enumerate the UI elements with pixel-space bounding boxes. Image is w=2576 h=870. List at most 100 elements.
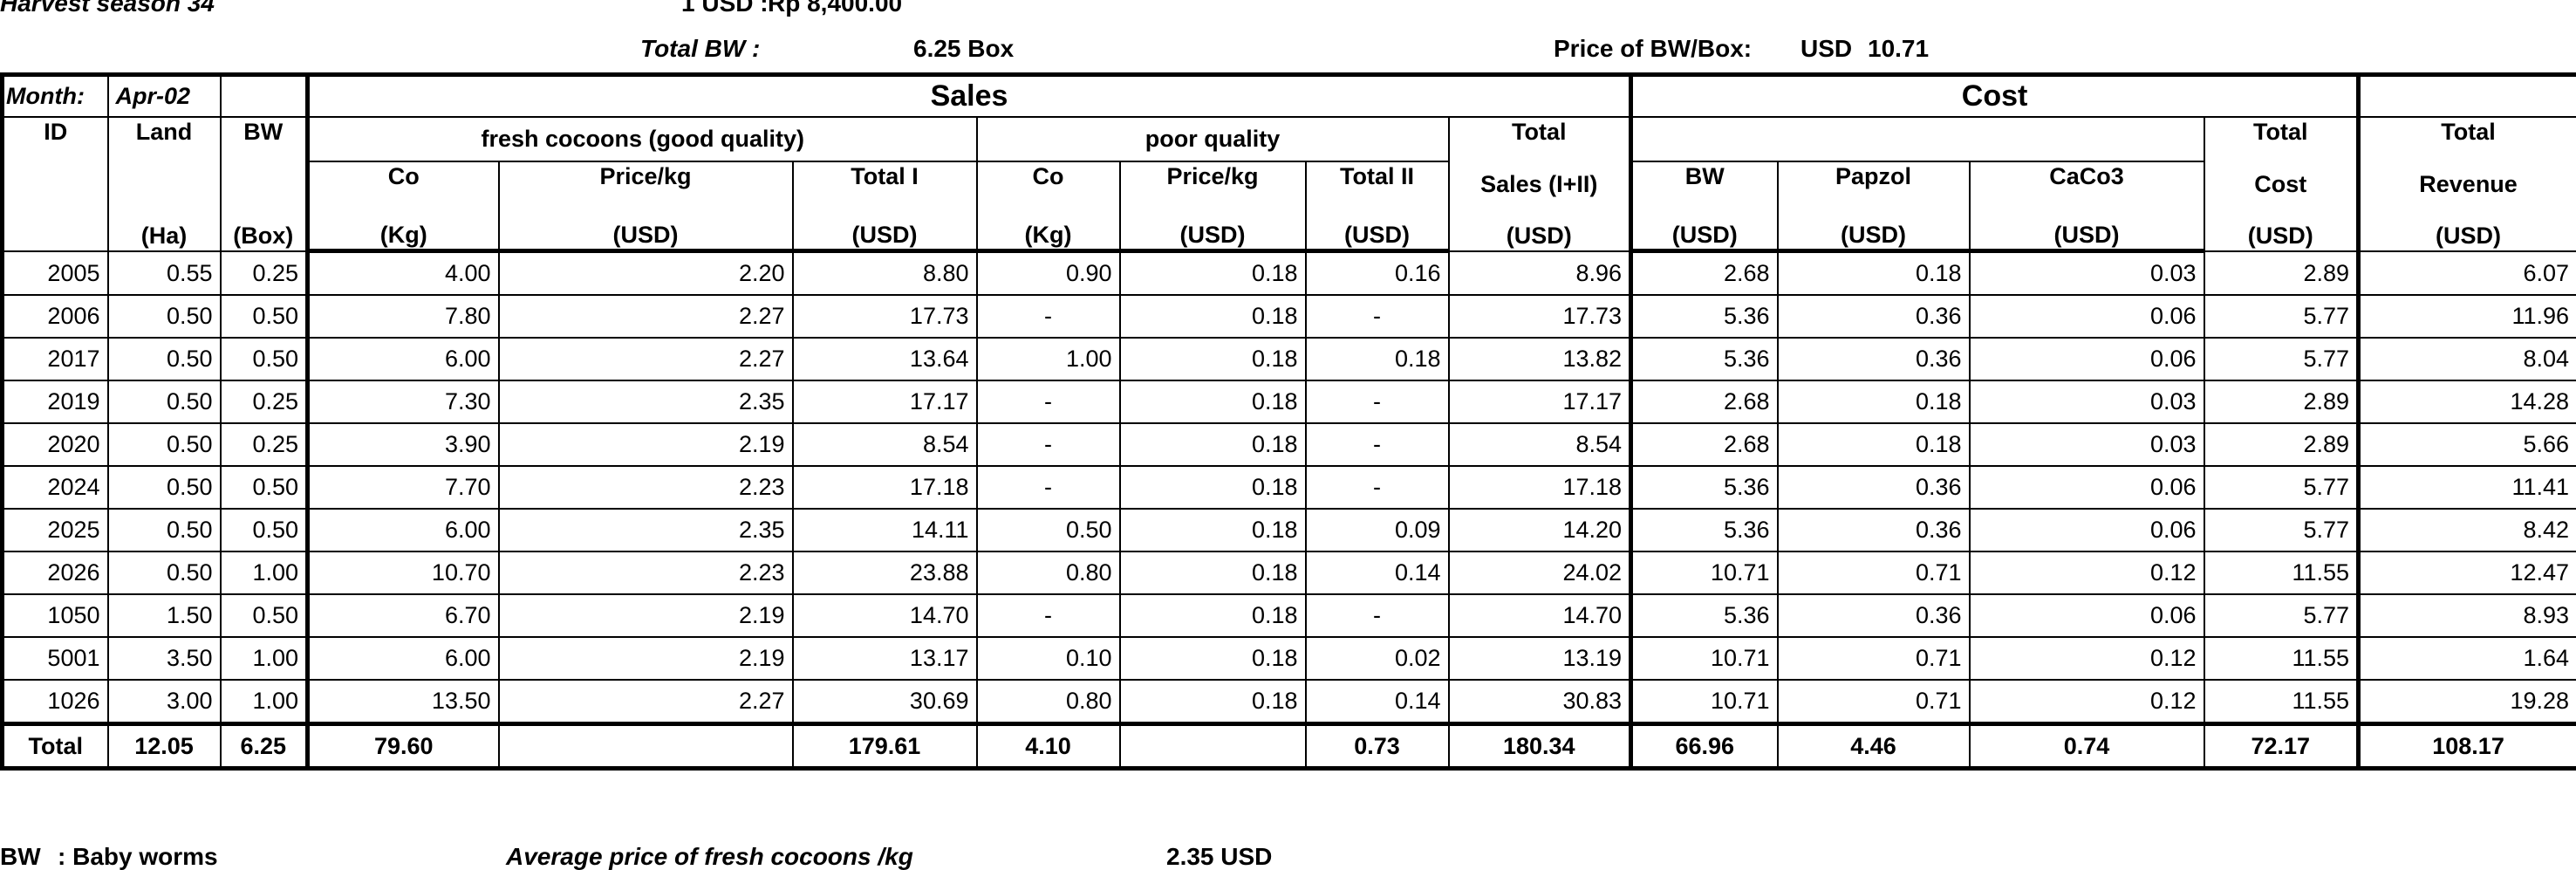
header-line: Revenue [2368, 170, 2569, 198]
cell: 79.60 [308, 724, 499, 769]
cell: 1.00 [221, 551, 308, 594]
cell: 0.18 [1120, 466, 1306, 509]
cell: 0.18 [1120, 338, 1306, 380]
header-line: Papzol [1786, 162, 1962, 190]
cell: 2.35 [499, 509, 793, 551]
cell: 66.96 [1631, 724, 1778, 769]
cell: 0.25 [221, 380, 308, 423]
cell: 0.18 [1120, 551, 1306, 594]
header-line: Price/kg [507, 162, 785, 190]
cell: 7.80 [308, 295, 499, 338]
cell: 6.00 [308, 509, 499, 551]
cell: 8.93 [2359, 594, 2576, 637]
cell: 14.20 [1449, 509, 1631, 551]
header-lines: Co(Kg) [317, 162, 491, 249]
cell: - [977, 380, 1120, 423]
cell: 0.25 [221, 423, 308, 466]
cell: 2025 [3, 509, 108, 551]
cell [499, 724, 793, 769]
column-header: Land(Ha) [108, 117, 221, 251]
cell: 11.55 [2204, 551, 2359, 594]
cell: - [1306, 295, 1449, 338]
cell: 0.50 [108, 338, 221, 380]
cell: 2.68 [1631, 251, 1778, 296]
cell: - [977, 423, 1120, 466]
cell: 0.36 [1778, 338, 1970, 380]
header-lines: Price/kg(USD) [1128, 162, 1298, 249]
exchange-label: 1 USD : [681, 0, 769, 16]
cell: 6.70 [308, 594, 499, 637]
cell: 5.77 [2204, 466, 2359, 509]
cell: 0.10 [977, 637, 1120, 680]
blank [221, 75, 308, 118]
cell: 5.77 [2204, 338, 2359, 380]
cell: 10.71 [1631, 680, 1778, 724]
cell: 2.27 [499, 680, 793, 724]
cell: 0.12 [1970, 551, 2204, 594]
cell: 2.68 [1631, 423, 1778, 466]
header-lines: Co(Kg) [985, 162, 1112, 249]
fresh-group: fresh cocoons (good quality) [308, 117, 977, 161]
sales-group: Sales [308, 75, 1631, 118]
cell: 2020 [3, 423, 108, 466]
cell: 8.42 [2359, 509, 2576, 551]
cell: 0.06 [1970, 466, 2204, 509]
cell: 5.36 [1631, 594, 1778, 637]
cell: - [977, 594, 1120, 637]
cell: 13.82 [1449, 338, 1631, 380]
footer-avg-label: Average price of fresh cocoons /kg [506, 845, 913, 869]
cell: 12.47 [2359, 551, 2576, 594]
month-label: Month: [3, 75, 108, 118]
cell: 0.50 [108, 466, 221, 509]
cell: 10.70 [308, 551, 499, 594]
cell: 0.14 [1306, 551, 1449, 594]
season: Harvest season 34 [0, 0, 215, 16]
cell: 3.90 [308, 423, 499, 466]
cell: 0.09 [1306, 509, 1449, 551]
cell: 0.06 [1970, 338, 2204, 380]
cell: 2006 [3, 295, 108, 338]
header-line: Sales (I+II) [1457, 170, 1623, 198]
cell: 4.10 [977, 724, 1120, 769]
cell: 1026 [3, 680, 108, 724]
header-line: (Box) [229, 222, 299, 250]
cell: 0.18 [1778, 423, 1970, 466]
cell: 2017 [3, 338, 108, 380]
column-header: ID [3, 117, 108, 251]
cell: 0.03 [1970, 423, 2204, 466]
cell: 0.36 [1778, 509, 1970, 551]
cell: 2.27 [499, 295, 793, 338]
cell: 7.70 [308, 466, 499, 509]
cell: 179.61 [793, 724, 977, 769]
header-lines: Papzol(USD) [1786, 162, 1962, 249]
cell: 0.16 [1306, 251, 1449, 296]
exchange-value: Rp 8,400.00 [768, 0, 902, 16]
total-bw-label: Total BW : [640, 37, 760, 61]
cell: 0.55 [108, 251, 221, 296]
cell: 2005 [3, 251, 108, 296]
cell: 0.50 [108, 551, 221, 594]
cell: 0.18 [1306, 338, 1449, 380]
header-line: CaCo3 [1978, 162, 2197, 190]
cell: 3.50 [108, 637, 221, 680]
header-line: (USD) [2368, 222, 2569, 250]
cell: - [1306, 594, 1449, 637]
cell: 0.18 [1120, 509, 1306, 551]
cell: 0.18 [1120, 680, 1306, 724]
cell: 5.36 [1631, 509, 1778, 551]
cell: 0.50 [108, 380, 221, 423]
cell: 8.54 [793, 423, 977, 466]
cell: 2.68 [1631, 380, 1778, 423]
header-row: Co(Kg)Price/kg(USD)Total I(USD)Co(Kg)Pri… [3, 161, 2576, 251]
cell: 2.35 [499, 380, 793, 423]
cell: 0.18 [1120, 594, 1306, 637]
cell: 5.77 [2204, 295, 2359, 338]
